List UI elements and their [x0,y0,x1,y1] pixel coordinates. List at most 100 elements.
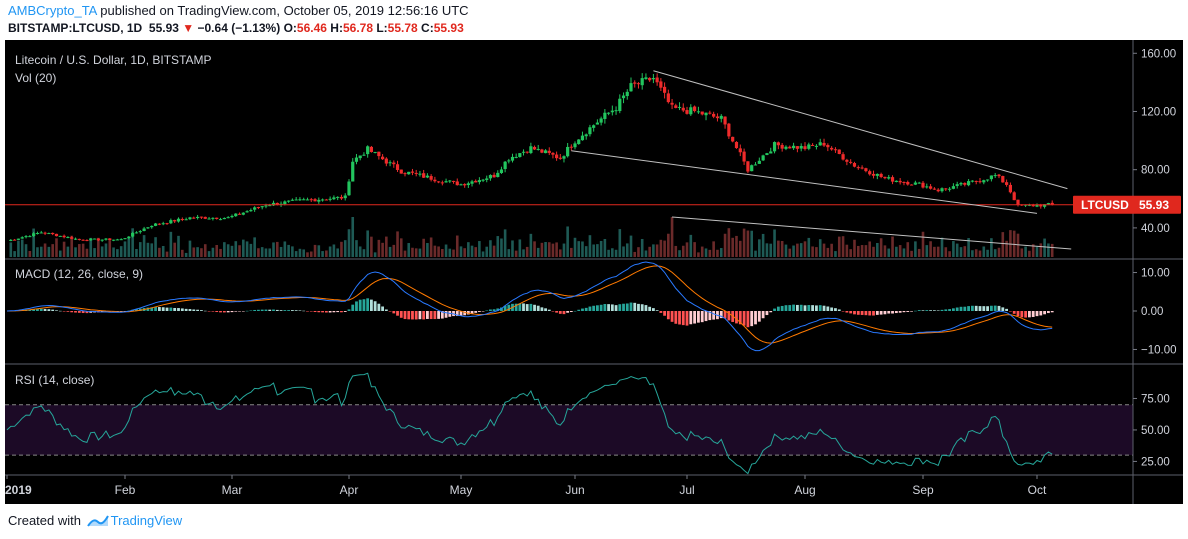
candle[interactable] [555,154,559,159]
candle[interactable] [765,153,769,156]
candle[interactable] [260,206,264,208]
candle[interactable] [51,232,55,235]
candle[interactable] [448,180,452,182]
candle[interactable] [629,83,633,92]
candle[interactable] [437,181,441,183]
candle[interactable] [573,143,577,148]
candle[interactable] [1046,203,1050,205]
candle[interactable] [9,239,13,242]
candle[interactable] [324,199,328,201]
candle[interactable] [772,142,777,152]
candle[interactable] [1050,202,1054,205]
candle[interactable] [161,223,165,225]
candle[interactable] [837,149,841,155]
candle[interactable] [425,175,429,178]
candle[interactable] [253,207,257,210]
candle[interactable] [188,217,192,220]
candle[interactable] [879,173,883,177]
candle[interactable] [868,171,872,175]
candle[interactable] [681,107,685,111]
candle[interactable] [1001,176,1005,183]
candle[interactable] [429,176,433,180]
candle[interactable] [222,217,226,220]
candle[interactable] [742,151,746,162]
candle[interactable] [731,136,735,142]
candle[interactable] [651,78,655,80]
candle[interactable] [670,102,674,105]
candle[interactable] [298,199,302,201]
candle[interactable] [1016,199,1020,205]
candle[interactable] [521,151,526,153]
candle[interactable] [230,215,234,218]
candle[interactable] [503,161,507,169]
candle[interactable] [39,232,43,234]
candle[interactable] [883,176,887,179]
candle[interactable] [543,150,548,154]
candle[interactable] [211,217,215,219]
candle[interactable] [196,216,200,219]
candle[interactable] [708,112,712,114]
candle[interactable] [485,178,489,180]
candle[interactable] [833,149,838,151]
candle[interactable] [909,184,914,186]
candle[interactable] [584,134,588,137]
candle[interactable] [1005,182,1009,185]
candle[interactable] [354,157,359,162]
candle[interactable] [433,179,437,182]
candle[interactable] [28,236,32,238]
candle[interactable] [540,149,544,153]
candle[interactable] [746,161,750,172]
candle[interactable] [384,158,388,164]
candle[interactable] [362,154,366,156]
candle[interactable] [283,201,287,205]
candle[interactable] [659,81,663,88]
candle[interactable] [822,142,826,146]
candle[interactable] [818,142,822,146]
price-pane[interactable]: Litecoin / U.S. Dollar, 1D, BITSTAMP Vol … [5,53,1133,257]
candle[interactable] [47,233,51,235]
candle[interactable] [119,239,123,241]
candle[interactable] [184,219,188,221]
candle[interactable] [96,238,100,241]
candle[interactable] [343,195,347,199]
candle[interactable] [305,199,310,201]
candle[interactable] [54,233,59,237]
candle[interactable] [929,186,933,189]
candle[interactable] [757,160,761,164]
candle[interactable] [369,146,373,153]
candle[interactable] [689,107,693,115]
candle[interactable] [218,219,223,221]
candle[interactable] [791,145,796,149]
candle[interactable] [496,172,500,178]
candle[interactable] [73,238,78,240]
candle[interactable] [577,139,581,145]
candle[interactable] [917,182,921,184]
candle[interactable] [1012,192,1016,201]
candle[interactable] [677,106,682,108]
candle[interactable] [875,173,879,176]
candle[interactable] [569,146,573,148]
candle[interactable] [287,200,291,202]
candle[interactable] [302,199,306,201]
candle[interactable] [165,223,169,225]
candle[interactable] [16,238,21,240]
candle[interactable] [403,173,407,175]
candle[interactable] [317,199,321,202]
candle[interactable] [381,156,385,160]
candle[interactable] [830,147,834,150]
candle[interactable] [894,180,898,182]
candle[interactable] [309,199,313,201]
candle[interactable] [997,174,1001,177]
candle[interactable] [410,171,415,173]
candle[interactable] [271,202,276,206]
candle[interactable] [294,199,298,201]
candle[interactable] [395,164,400,170]
candle[interactable] [388,162,392,164]
candle[interactable] [921,182,925,188]
candle[interactable] [811,144,815,146]
candle[interactable] [595,122,599,125]
candle[interactable] [444,181,448,183]
candle[interactable] [700,111,704,115]
candle[interactable] [366,146,370,155]
candle[interactable] [328,198,332,200]
